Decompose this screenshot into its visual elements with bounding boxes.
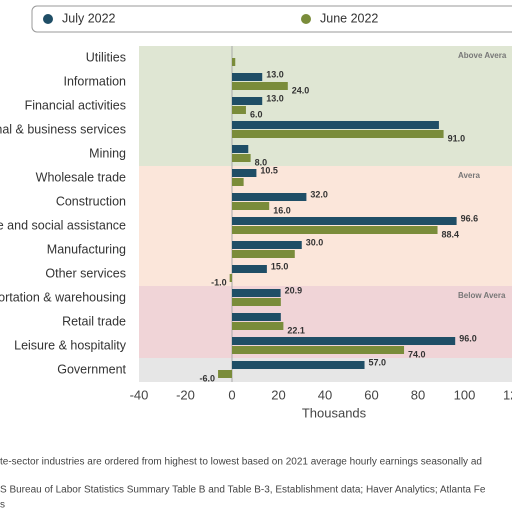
category-label: Wholesale trade: [36, 170, 126, 184]
value-label: 24.0: [292, 85, 310, 95]
category-label: Government: [57, 362, 126, 376]
bar: [232, 322, 284, 330]
bar: [229, 274, 232, 282]
bar: [232, 265, 267, 273]
value-label: 16.0: [273, 205, 291, 215]
value-label: 20.9: [285, 285, 303, 295]
x-tick-label: -40: [130, 387, 149, 402]
band-label: Above Avera: [458, 51, 507, 60]
bar: [232, 289, 281, 297]
x-tick-label: 100: [454, 387, 476, 402]
x-tick-label: 60: [364, 387, 378, 402]
legend-label: June 2022: [320, 11, 378, 25]
bar: [232, 169, 257, 177]
value-label: 6.0: [250, 109, 263, 119]
x-tick-label: 40: [318, 387, 332, 402]
value-label: 57.0: [369, 357, 387, 367]
value-label: 15.0: [271, 261, 289, 271]
category-label: Leisure & hospitality: [14, 338, 127, 352]
legend-marker: [301, 14, 311, 24]
bar: [232, 217, 457, 225]
footnote: te-sector industries are ordered from hi…: [0, 457, 482, 468]
bar: [232, 346, 405, 354]
bar: [232, 73, 263, 81]
bar: [232, 361, 365, 369]
bar: [232, 58, 236, 66]
band-label: Avera: [458, 171, 480, 180]
bar: [232, 193, 307, 201]
value-label: 30.0: [306, 237, 324, 247]
bar: [232, 298, 281, 306]
category-label: Other services: [45, 266, 126, 280]
value-label: 10.5: [260, 165, 278, 175]
category-label: Financial activities: [25, 98, 126, 112]
bar: [232, 121, 439, 129]
bar: [232, 250, 295, 258]
value-label: 91.0: [448, 133, 466, 143]
category-label: nal & business services: [0, 122, 126, 136]
bar: [232, 145, 249, 153]
legend-marker: [43, 14, 53, 24]
value-label: 96.0: [459, 333, 477, 343]
category-label: Retail trade: [62, 314, 126, 328]
legend-label: July 2022: [62, 11, 116, 25]
category-label: Information: [63, 74, 126, 88]
band: [139, 46, 512, 166]
value-label: 88.4: [442, 229, 460, 239]
x-tick-label: 0: [228, 387, 235, 402]
bar: [232, 241, 302, 249]
bar: [232, 202, 270, 210]
bar: [232, 226, 438, 234]
value-label: 32.0: [310, 189, 328, 199]
value-label: 96.6: [461, 213, 479, 223]
footnote: S Bureau of Labor Statistics Summary Tab…: [0, 485, 486, 496]
x-tick-label: 12: [503, 387, 512, 402]
bar: [232, 178, 244, 186]
value-label: 8.0: [255, 157, 268, 167]
x-tick-label: -20: [176, 387, 195, 402]
category-label: ortation & warehousing: [0, 290, 126, 304]
bar: [232, 337, 456, 345]
bar: [232, 313, 281, 321]
value-label: -6.0: [200, 373, 216, 383]
value-label: 74.0: [408, 349, 426, 359]
x-tick-label: 20: [271, 387, 285, 402]
value-label: -1.0: [211, 277, 227, 287]
value-label: 22.1: [287, 325, 305, 335]
x-tick-label: 80: [411, 387, 425, 402]
bar: [232, 130, 444, 138]
legend-box: [31, 5, 512, 33]
category-label: e and social assistance: [0, 218, 126, 232]
footnote: s: [0, 500, 5, 511]
x-axis-label: Thousands: [302, 405, 367, 420]
category-label: Utilities: [86, 50, 126, 64]
band-label: Below Avera: [458, 291, 506, 300]
bar: [218, 370, 232, 378]
category-label: Mining: [89, 146, 126, 160]
value-label: 13.0: [266, 69, 284, 79]
category-label: Construction: [56, 194, 126, 208]
bar: [232, 82, 288, 90]
value-label: 13.0: [266, 93, 284, 103]
bar: [232, 154, 251, 162]
bar: [232, 97, 263, 105]
bar: [232, 106, 246, 114]
category-label: Manufacturing: [47, 242, 126, 256]
